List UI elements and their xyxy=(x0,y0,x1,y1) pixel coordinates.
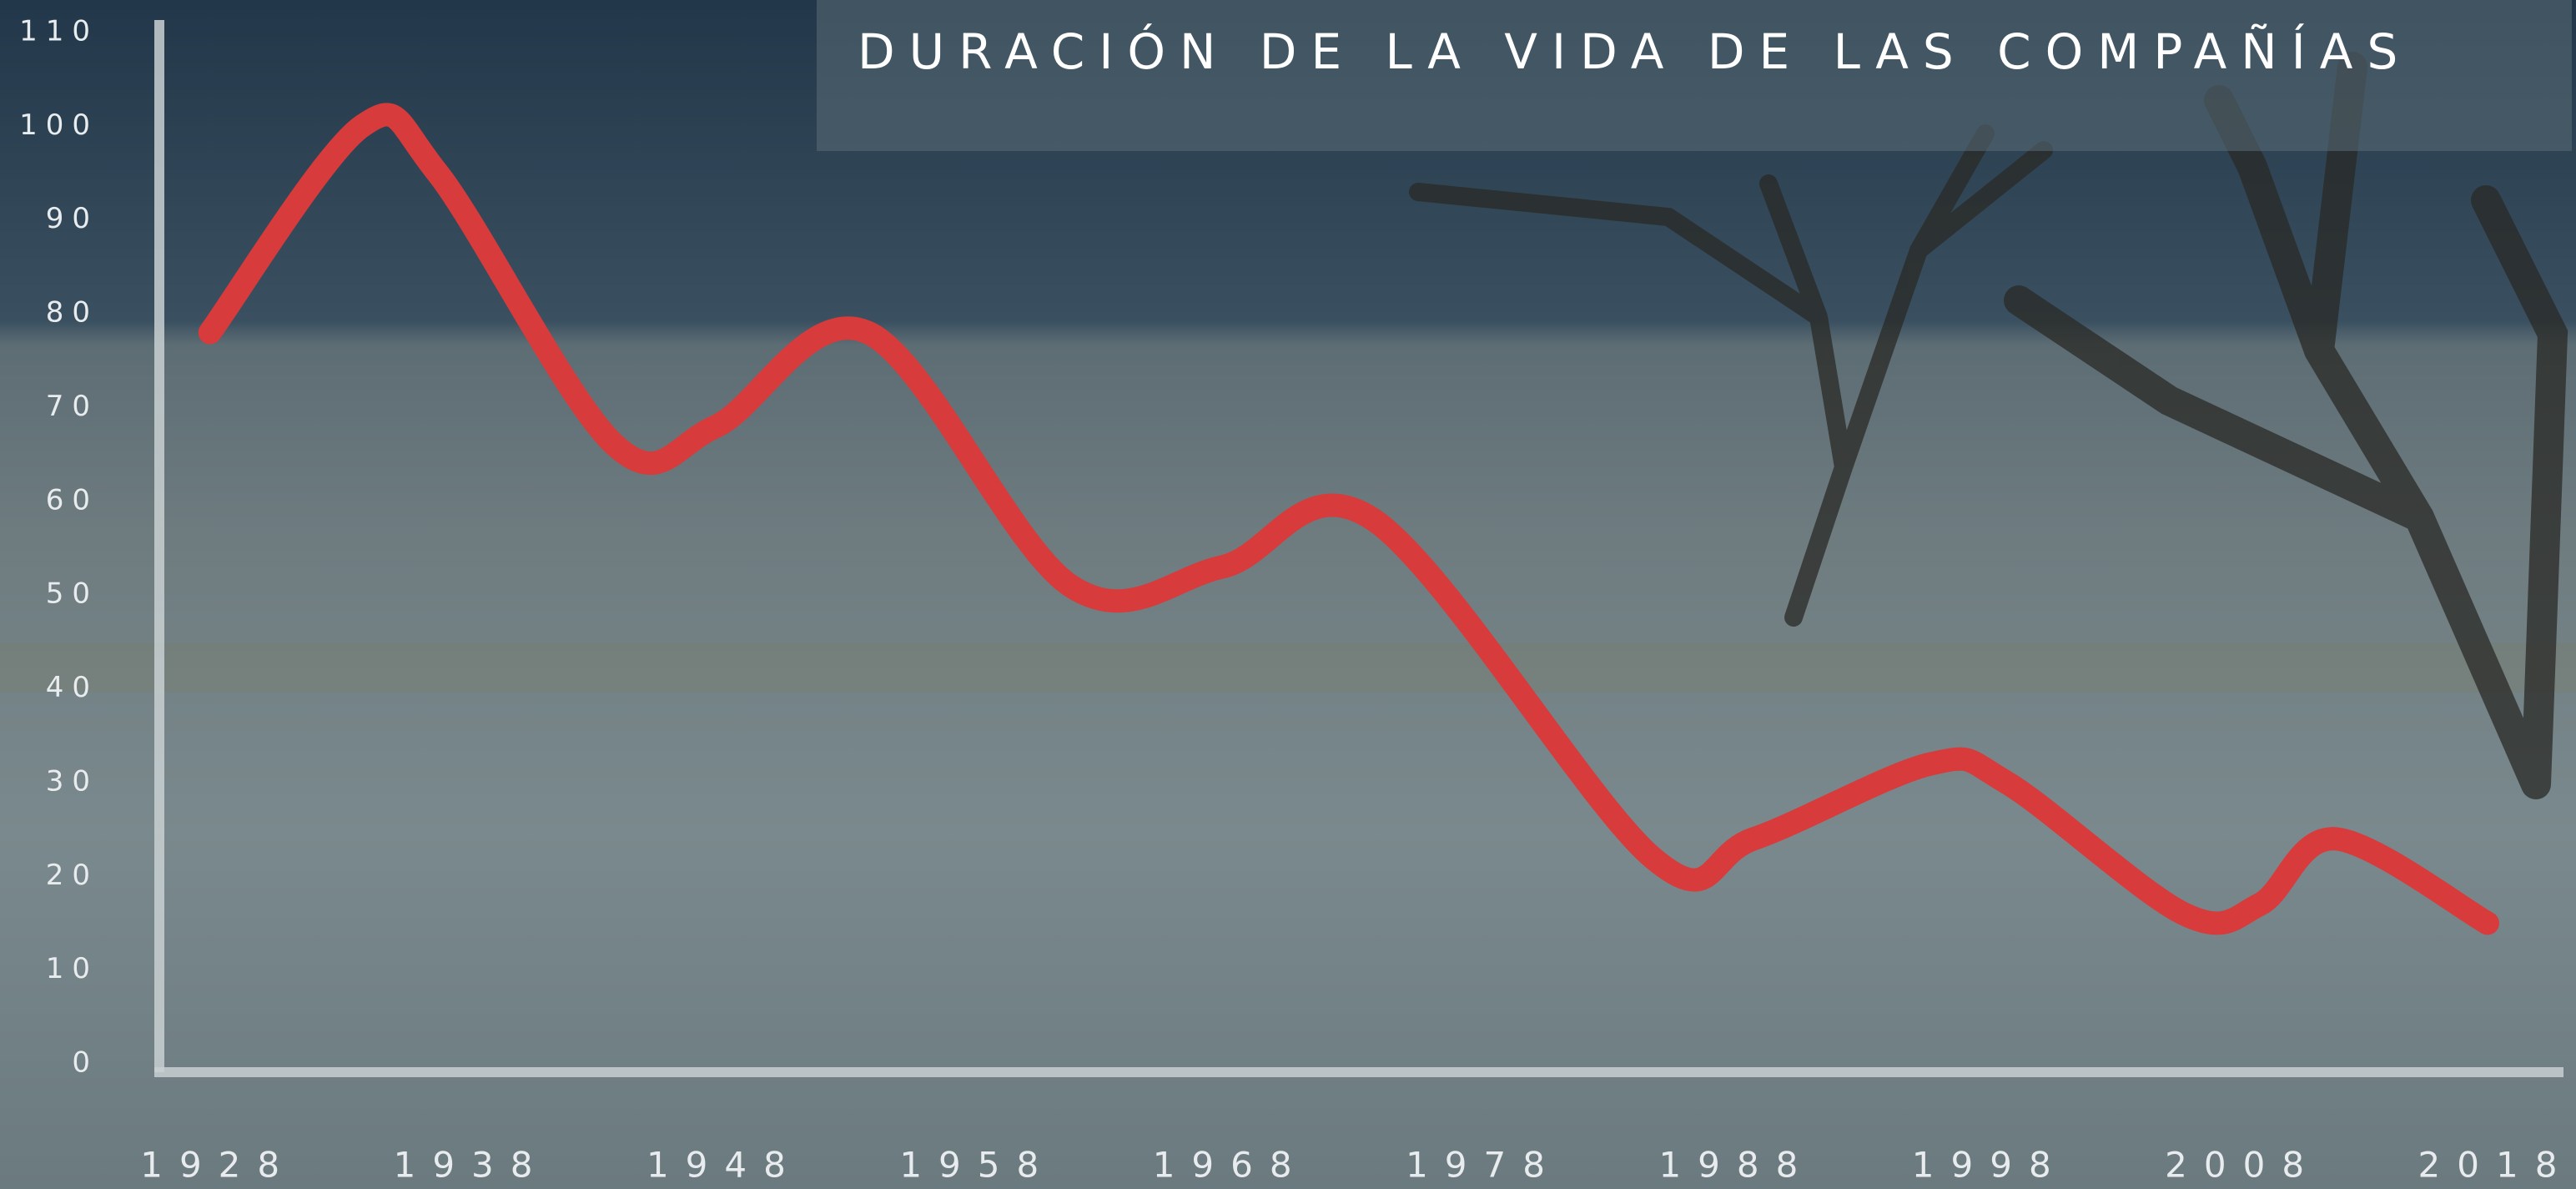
x-tick-label: 1968 xyxy=(1153,1145,1309,1186)
chart: DURACIÓN DE LA VIDA DE LAS COMPAÑÍAS 0 10… xyxy=(0,0,2576,1189)
x-tick-label: 1988 xyxy=(1658,1145,1814,1186)
y-tick-label: 80 xyxy=(46,296,98,330)
x-tick-label: 1978 xyxy=(1406,1145,1562,1186)
y-tick-label: 20 xyxy=(46,859,98,892)
y-tick-label: 30 xyxy=(46,764,98,798)
background xyxy=(0,0,2576,1189)
x-tick-label: 1958 xyxy=(899,1145,1055,1186)
x-tick-label: 1928 xyxy=(140,1145,296,1186)
page: DURACIÓN DE LA VIDA DE LAS COMPAÑÍAS 0 10… xyxy=(0,0,2576,1189)
y-tick-label: 40 xyxy=(46,671,98,704)
y-tick-label: 0 xyxy=(72,1046,98,1080)
x-tick-label: 1998 xyxy=(1912,1145,2068,1186)
x-tick-label: 2008 xyxy=(2165,1145,2321,1186)
x-tick-label: 1938 xyxy=(394,1145,550,1186)
y-tick-label: 90 xyxy=(46,202,98,235)
ground-band xyxy=(0,642,2576,693)
y-tick-label: 70 xyxy=(46,390,98,423)
y-tick-label: 10 xyxy=(46,952,98,985)
y-tick-label: 60 xyxy=(46,483,98,516)
y-tick-label: 100 xyxy=(19,108,98,142)
y-tick-label: 50 xyxy=(46,577,98,611)
y-tick-label: 110 xyxy=(19,15,98,48)
x-tick-label: 2018 xyxy=(2418,1145,2574,1186)
chart-title: DURACIÓN DE LA VIDA DE LAS COMPAÑÍAS xyxy=(858,23,2412,80)
x-tick-label: 1948 xyxy=(647,1145,802,1186)
